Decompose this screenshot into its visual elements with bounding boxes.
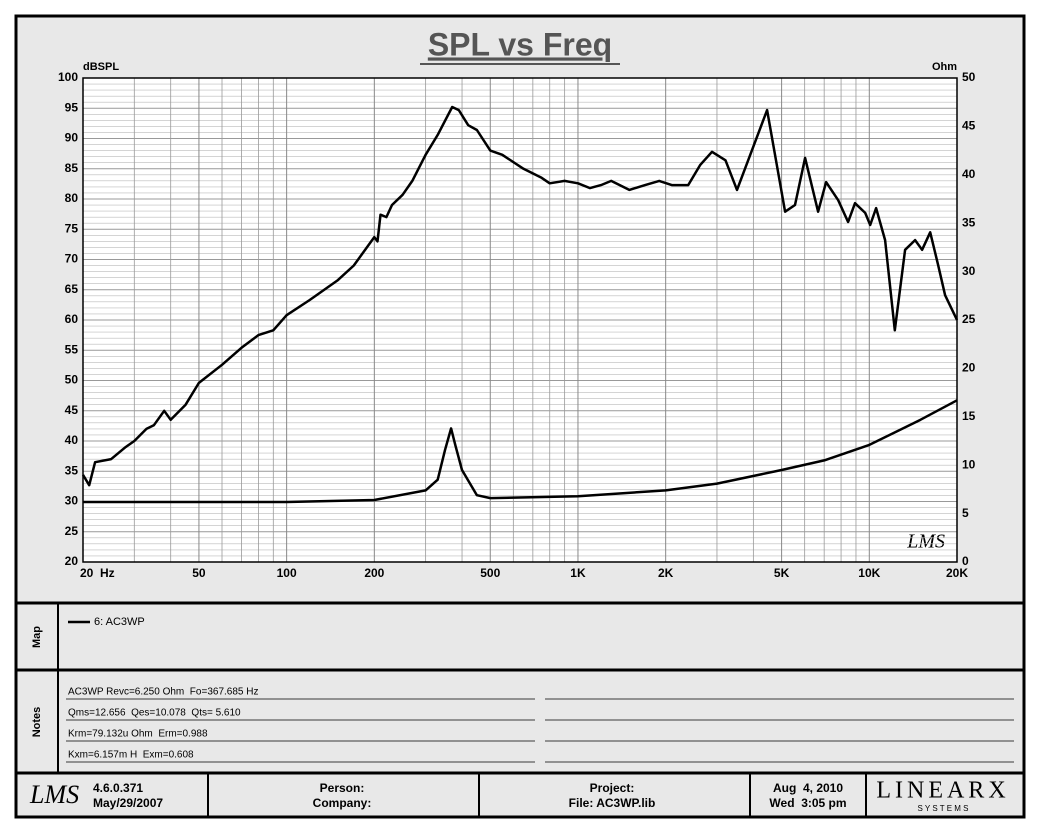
date: Aug 4, 2010 xyxy=(773,781,843,795)
brand-sub: S Y S T E M S xyxy=(918,804,969,813)
y-tick-label: 90 xyxy=(65,131,79,145)
y2-tick-label: 5 xyxy=(962,506,969,520)
y-tick-label: 30 xyxy=(65,494,79,508)
y-tick-label: 20 xyxy=(65,554,79,568)
y2-tick-label: 0 xyxy=(962,554,969,568)
note-line: AC3WP Revc=6.250 Ohm Fo=367.685 Hz xyxy=(68,687,258,698)
notes-label: Notes xyxy=(31,707,43,738)
x-tick-label: 500 xyxy=(480,566,500,580)
y-tick-label: 60 xyxy=(65,312,79,326)
y-axis-title: dBSPL xyxy=(83,61,119,73)
x-tick-label: 20 Hz xyxy=(80,566,115,580)
y2-tick-label: 50 xyxy=(962,70,976,84)
map-label: Map xyxy=(31,626,43,648)
y2-tick-label: 20 xyxy=(962,361,976,375)
y-tick-label: 50 xyxy=(65,373,79,387)
y2-tick-label: 40 xyxy=(962,167,976,181)
series-line xyxy=(81,105,959,487)
footer-logo: LMS xyxy=(29,780,79,809)
y-tick-label: 85 xyxy=(65,161,79,175)
y2-tick-label: 45 xyxy=(962,119,976,133)
note-line: Qms=12.656 Qes=10.078 Qts= 5.610 xyxy=(68,708,241,719)
y-tick-label: 80 xyxy=(65,191,79,205)
plot: 20 25 30 35 40 45 50 55 60 65 70 75 80 85 90 95 100 0 5 10 1… xyxy=(58,70,976,580)
y2-tick-label: 15 xyxy=(962,409,976,423)
y-tick-label: 70 xyxy=(65,252,79,266)
x-tick-label: 50 xyxy=(192,566,206,580)
file: File: AC3WP.lib xyxy=(569,796,656,810)
notes: AC3WP Revc=6.250 Ohm Fo=367.685 Hz Qms=12… xyxy=(66,687,1014,763)
series-line xyxy=(83,399,958,504)
version: 4.6.0.371 xyxy=(93,781,143,795)
chart-title: SPL vs Freq xyxy=(428,26,612,62)
y-tick-label: 65 xyxy=(65,282,79,296)
x-tick-label: 2K xyxy=(658,566,674,580)
person: Person: xyxy=(320,781,365,795)
y2-tick-label: 25 xyxy=(962,312,976,326)
company: Company: xyxy=(313,796,372,810)
y2-tick-label: 10 xyxy=(962,457,976,471)
x-tick-label: 10K xyxy=(858,566,880,580)
x-tick-label: 20K xyxy=(946,566,968,580)
y-tick-label: 100 xyxy=(58,70,78,84)
y2-tick-label: 30 xyxy=(962,264,976,278)
y-tick-label: 40 xyxy=(65,433,79,447)
x-tick-label: 200 xyxy=(364,566,384,580)
legend-entry: 6: AC3WP xyxy=(94,616,145,628)
y2-tick-label: 35 xyxy=(962,215,976,229)
y-tick-label: 75 xyxy=(65,221,79,235)
version-date: May/29/2007 xyxy=(93,796,163,810)
note-line: Kxm=6.157m H Exm=0.608 xyxy=(68,750,194,761)
x-tick-label: 5K xyxy=(774,566,790,580)
y-tick-label: 45 xyxy=(65,403,79,417)
x-tick-label: 1K xyxy=(570,566,586,580)
brand: LINEARX xyxy=(876,778,1009,804)
time: Wed 3:05 pm xyxy=(769,796,846,810)
x-tick-label: 100 xyxy=(277,566,297,580)
y-tick-label: 55 xyxy=(65,342,79,356)
note-line: Krm=79.132u Ohm Erm=0.988 xyxy=(68,729,208,740)
y-tick-label: 95 xyxy=(65,100,79,114)
y-tick-label: 25 xyxy=(65,524,79,538)
y-tick-label: 35 xyxy=(65,463,79,477)
y2-axis-title: Ohm xyxy=(932,61,957,73)
project: Project: xyxy=(590,781,635,795)
watermark: LMS xyxy=(906,531,945,553)
